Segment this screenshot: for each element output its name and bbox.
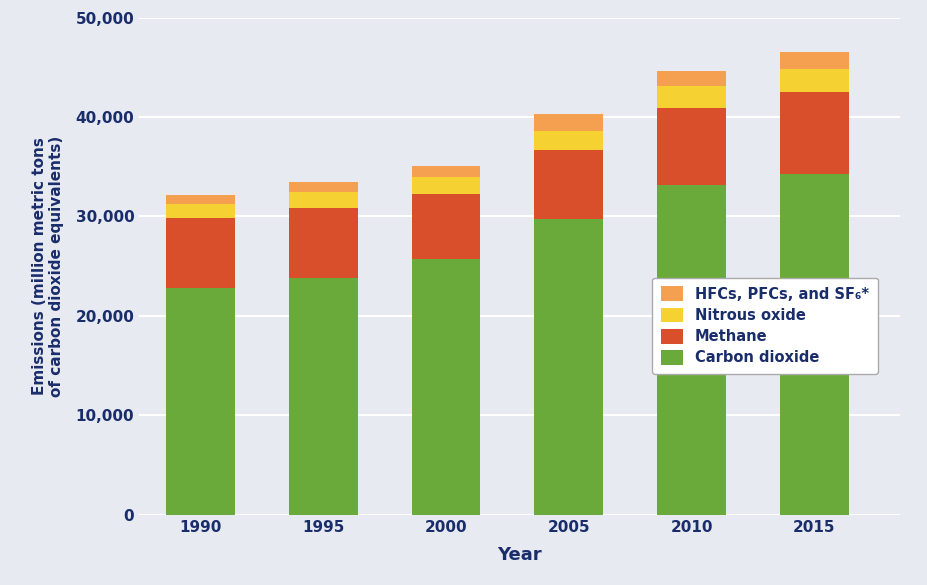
Bar — [656, 108, 725, 185]
Bar — [534, 150, 603, 219]
Bar — [412, 194, 480, 259]
Bar — [779, 92, 847, 174]
Bar — [534, 114, 603, 131]
Bar — [534, 219, 603, 515]
Bar — [656, 86, 725, 108]
Bar — [288, 182, 357, 192]
Bar — [166, 204, 235, 218]
Bar — [288, 208, 357, 278]
Bar — [779, 69, 847, 92]
X-axis label: Year: Year — [497, 546, 541, 564]
Bar — [166, 195, 235, 204]
Bar — [412, 166, 480, 177]
Y-axis label: Emissions (million metric tons
of carbon dioxide equivalents): Emissions (million metric tons of carbon… — [32, 136, 64, 397]
Bar — [412, 259, 480, 515]
Bar — [166, 218, 235, 288]
Bar — [779, 174, 847, 515]
Bar — [534, 131, 603, 150]
Bar — [288, 278, 357, 515]
Bar — [656, 71, 725, 86]
Legend: HFCs, PFCs, and SF₆*, Nitrous oxide, Methane, Carbon dioxide: HFCs, PFCs, and SF₆*, Nitrous oxide, Met… — [652, 277, 877, 374]
Bar — [779, 52, 847, 69]
Bar — [656, 185, 725, 515]
Bar — [412, 177, 480, 194]
Bar — [166, 288, 235, 515]
Bar — [288, 192, 357, 208]
